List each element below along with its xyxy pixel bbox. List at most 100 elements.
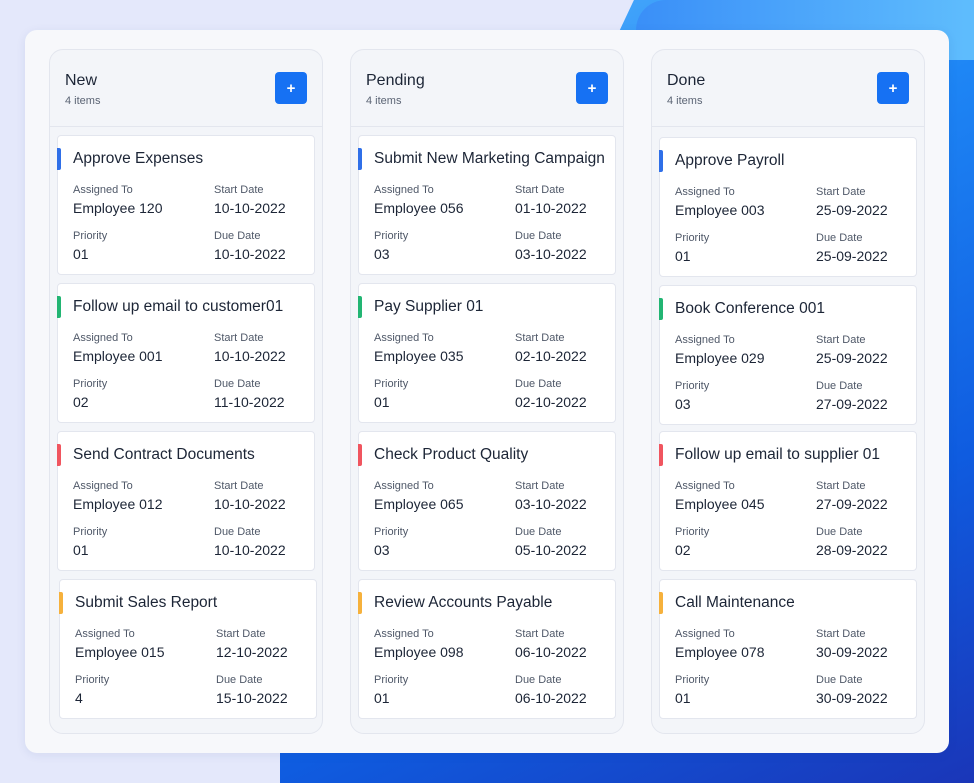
due-date-value: 15-10-2022	[216, 690, 288, 706]
due-date-value: 02-10-2022	[515, 394, 587, 410]
due-date-value: 11-10-2022	[214, 394, 285, 410]
card-accent-bar	[659, 592, 663, 614]
start-date-value: 03-10-2022	[515, 496, 587, 512]
start-date-label: Start Date	[214, 480, 264, 492]
start-date-value: 10-10-2022	[214, 200, 286, 216]
due-date-label: Due Date	[515, 378, 562, 390]
column-item-count: 4 items	[366, 95, 402, 107]
assigned-to-label: Assigned To	[374, 480, 434, 492]
start-date-label: Start Date	[515, 628, 565, 640]
start-date-value: 06-10-2022	[515, 644, 587, 660]
task-card[interactable]: Follow up email to customer01 Assigned T…	[57, 283, 315, 423]
card-accent-bar	[57, 148, 61, 170]
priority-value: 03	[374, 246, 390, 262]
task-card[interactable]: Approve Expenses Assigned To Employee 12…	[57, 135, 315, 275]
assigned-to-label: Assigned To	[374, 628, 434, 640]
start-date-label: Start Date	[214, 332, 264, 344]
start-date-value: 10-10-2022	[214, 496, 286, 512]
card-title: Send Contract Documents	[73, 446, 255, 463]
due-date-label: Due Date	[515, 526, 562, 538]
priority-value: 01	[374, 690, 390, 706]
assigned-to-value: Employee 078	[675, 644, 765, 660]
card-accent-bar	[659, 298, 663, 320]
task-card[interactable]: Follow up email to supplier 01 Assigned …	[659, 431, 917, 571]
card-accent-bar	[358, 148, 362, 170]
task-card[interactable]: Submit New Marketing Campaign Assigned T…	[358, 135, 616, 275]
assigned-to-value: Employee 015	[75, 644, 165, 660]
start-date-value: 25-09-2022	[816, 350, 888, 366]
add-card-button[interactable]: +	[576, 72, 608, 104]
assigned-to-value: Employee 098	[374, 644, 464, 660]
assigned-to-value: Employee 120	[73, 200, 163, 216]
add-card-button[interactable]: +	[877, 72, 909, 104]
start-date-value: 30-09-2022	[816, 644, 888, 660]
priority-value: 01	[675, 690, 691, 706]
task-card[interactable]: Check Product Quality Assigned To Employ…	[358, 431, 616, 571]
due-date-label: Due Date	[515, 674, 562, 686]
column-header: Pending 4 items +	[351, 50, 623, 127]
start-date-label: Start Date	[216, 628, 266, 640]
card-accent-bar	[57, 296, 61, 318]
assigned-to-value: Employee 012	[73, 496, 163, 512]
task-card[interactable]: Call Maintenance Assigned To Employee 07…	[659, 579, 917, 719]
due-date-label: Due Date	[816, 380, 863, 392]
column-item-count: 4 items	[667, 95, 703, 107]
priority-label: Priority	[73, 378, 108, 390]
priority-value: 01	[73, 246, 89, 262]
priority-value: 03	[374, 542, 390, 558]
start-date-value: 27-09-2022	[816, 496, 888, 512]
card-title: Book Conference 001	[675, 300, 825, 317]
due-date-value: 10-10-2022	[214, 542, 286, 558]
column-title: Done	[667, 72, 706, 89]
due-date-value: 03-10-2022	[515, 246, 587, 262]
card-accent-bar	[659, 150, 663, 172]
assigned-to-value: Employee 035	[374, 348, 464, 364]
column-pending: Pending 4 items + Submit New Marketing C…	[350, 49, 624, 734]
card-title: Submit New Marketing Campaign	[374, 150, 605, 167]
priority-label: Priority	[374, 378, 409, 390]
priority-label: Priority	[75, 674, 110, 686]
card-title: Submit Sales Report	[75, 594, 218, 611]
due-date-label: Due Date	[214, 378, 261, 390]
start-date-value: 12-10-2022	[216, 644, 288, 660]
card-title: Check Product Quality	[374, 446, 529, 463]
add-card-button[interactable]: +	[275, 72, 307, 104]
priority-label: Priority	[374, 674, 409, 686]
assigned-to-value: Employee 003	[675, 202, 765, 218]
priority-value: 02	[675, 542, 691, 558]
assigned-to-value: Employee 056	[374, 200, 464, 216]
task-card[interactable]: Submit Sales Report Assigned To Employee…	[59, 579, 317, 719]
task-card[interactable]: Review Accounts Payable Assigned To Empl…	[358, 579, 616, 719]
assigned-to-label: Assigned To	[675, 480, 735, 492]
card-title: Pay Supplier 01	[374, 298, 484, 315]
assigned-to-label: Assigned To	[73, 184, 133, 196]
start-date-value: 01-10-2022	[515, 200, 587, 216]
assigned-to-label: Assigned To	[374, 332, 434, 344]
task-card[interactable]: Send Contract Documents Assigned To Empl…	[57, 431, 315, 571]
assigned-to-value: Employee 029	[675, 350, 765, 366]
start-date-label: Start Date	[515, 332, 565, 344]
priority-value: 4	[75, 690, 83, 706]
card-title: Follow up email to supplier 01	[675, 446, 881, 463]
task-card[interactable]: Book Conference 001 Assigned To Employee…	[659, 285, 917, 425]
card-title: Approve Payroll	[675, 152, 785, 169]
card-accent-bar	[57, 444, 61, 466]
assigned-to-value: Employee 065	[374, 496, 464, 512]
assigned-to-label: Assigned To	[73, 480, 133, 492]
card-accent-bar	[358, 592, 362, 614]
start-date-value: 25-09-2022	[816, 202, 888, 218]
task-card[interactable]: Approve Payroll Assigned To Employee 003…	[659, 137, 917, 277]
start-date-label: Start Date	[515, 480, 565, 492]
task-card[interactable]: Pay Supplier 01 Assigned To Employee 035…	[358, 283, 616, 423]
assigned-to-label: Assigned To	[75, 628, 135, 640]
priority-label: Priority	[374, 230, 409, 242]
column-new: New 4 items + Approve Expenses Assigned …	[49, 49, 323, 734]
priority-label: Priority	[73, 526, 108, 538]
card-title: Approve Expenses	[73, 150, 204, 167]
column-item-count: 4 items	[65, 95, 101, 107]
card-title: Review Accounts Payable	[374, 594, 553, 611]
due-date-value: 28-09-2022	[816, 542, 888, 558]
due-date-value: 30-09-2022	[816, 690, 888, 706]
priority-label: Priority	[675, 674, 710, 686]
priority-label: Priority	[675, 526, 710, 538]
